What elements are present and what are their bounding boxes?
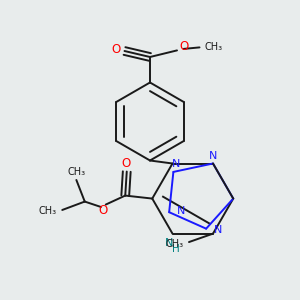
- Text: CH₃: CH₃: [205, 41, 223, 52]
- Text: O: O: [112, 43, 121, 56]
- Text: N: N: [172, 159, 181, 170]
- Text: O: O: [99, 204, 108, 217]
- Text: CH₃: CH₃: [67, 167, 86, 178]
- Text: CH₃: CH₃: [166, 238, 184, 248]
- Text: N: N: [214, 225, 222, 235]
- Text: N: N: [177, 206, 185, 216]
- Text: N: N: [165, 238, 174, 248]
- Text: O: O: [122, 157, 131, 170]
- Text: H: H: [172, 244, 179, 254]
- Text: N: N: [209, 151, 217, 161]
- Text: CH₃: CH₃: [39, 206, 57, 217]
- Text: O: O: [179, 40, 189, 53]
